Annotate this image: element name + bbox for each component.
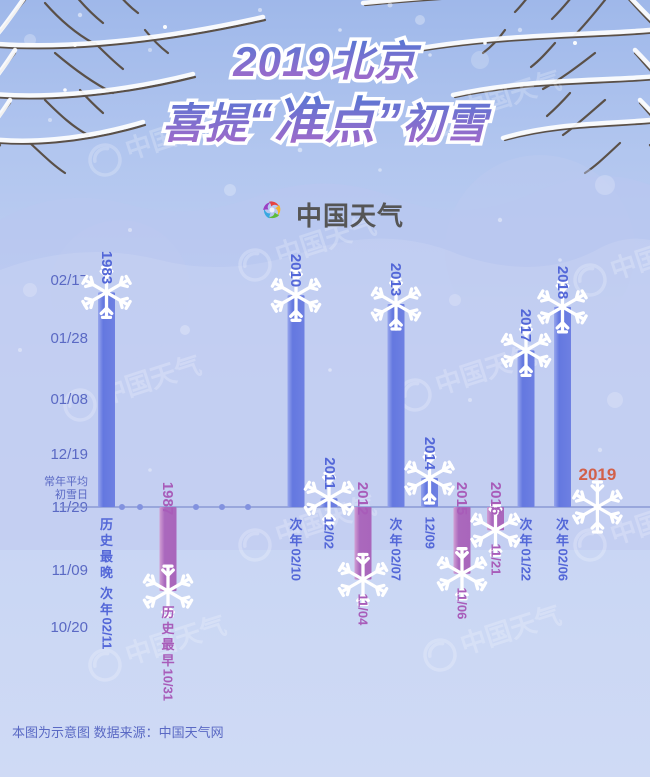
svg-text:2019北京: 2019北京 bbox=[232, 38, 421, 85]
svg-text:喜提“准点”初雪: 喜提“准点”初雪 bbox=[162, 93, 492, 149]
